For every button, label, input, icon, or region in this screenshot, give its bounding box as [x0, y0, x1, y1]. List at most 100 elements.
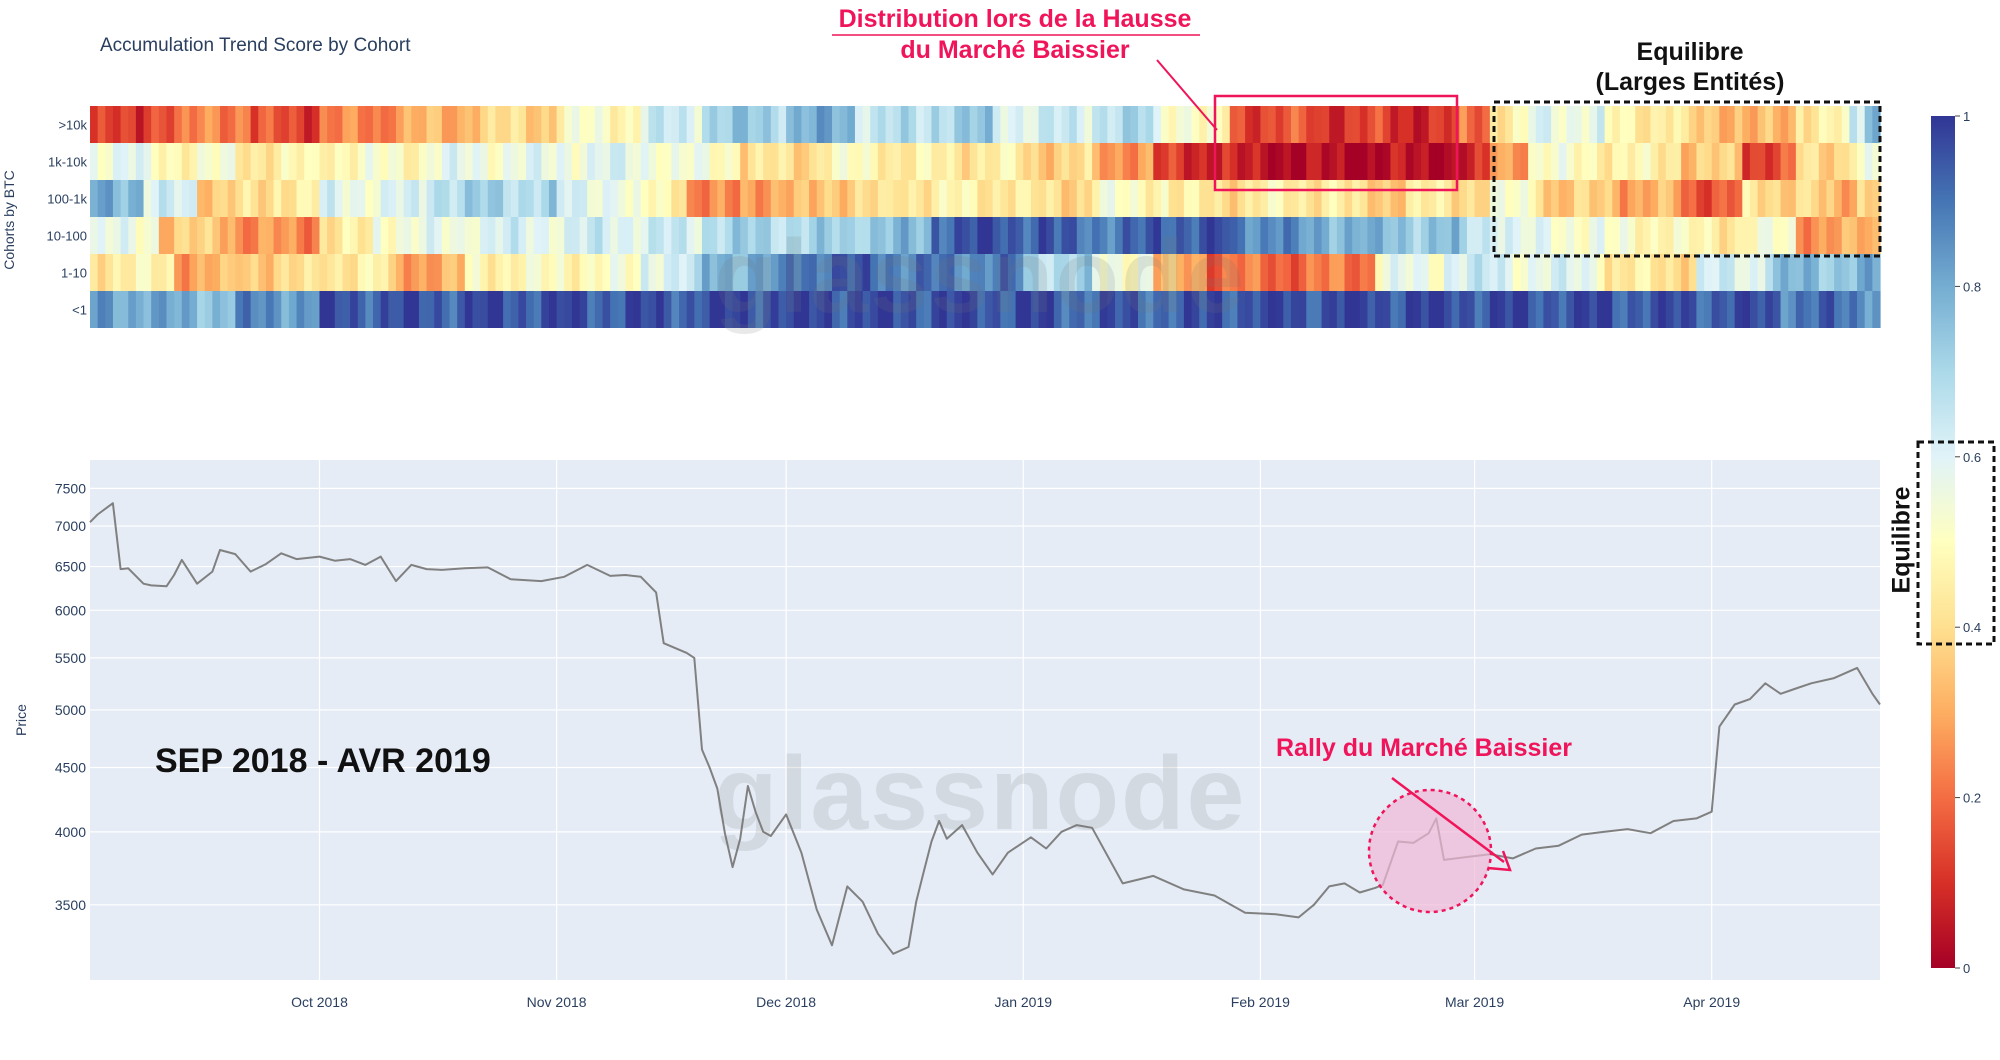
heatmap-cell	[518, 180, 527, 217]
heatmap-cell	[816, 106, 825, 143]
heatmap-cell	[265, 180, 275, 217]
heatmap-cell	[1574, 217, 1583, 254]
heatmap-cell	[235, 106, 244, 143]
heatmap-cell	[1099, 254, 1108, 291]
heatmap-cell	[357, 180, 366, 217]
heatmap-cell	[1115, 254, 1124, 291]
heatmap-cell	[962, 217, 971, 254]
heatmap-cell	[908, 106, 917, 143]
heatmap-cell	[1665, 217, 1675, 254]
heatmap-cell	[1382, 106, 1392, 143]
heatmap-cell	[1497, 180, 1506, 217]
heatmap-cell	[1237, 106, 1246, 143]
heatmap-cell	[235, 180, 244, 217]
price-y-ticks: 3500 4000 4500 5000 5500 6000 6500 7000 7500	[55, 480, 86, 912]
heatmap-cell	[411, 254, 420, 291]
heatmap-cell	[242, 180, 252, 217]
heatmap-row-label: 1-10	[61, 266, 87, 281]
heatmap-cell	[1398, 217, 1407, 254]
heatmap-cell	[564, 143, 573, 180]
heatmap-cell	[1619, 254, 1629, 291]
heatmap-cell	[1007, 217, 1017, 254]
heatmap-cell	[633, 106, 642, 143]
heatmap-cell	[1107, 291, 1116, 328]
heatmap-cell	[128, 291, 137, 328]
heatmap-cell	[1084, 254, 1093, 291]
heatmap-cell	[1092, 180, 1101, 217]
heatmap-cell	[1352, 291, 1361, 328]
heatmap-cell	[1673, 291, 1682, 328]
heatmap-cell	[571, 291, 581, 328]
heatmap-cell	[533, 106, 542, 143]
heatmap-cell	[1696, 180, 1705, 217]
heatmap-cell	[1107, 180, 1116, 217]
heatmap-cell	[1382, 180, 1392, 217]
heatmap-cell	[778, 254, 787, 291]
heatmap-cell	[1053, 143, 1063, 180]
heatmap-cell	[189, 143, 198, 180]
heatmap-cell	[1023, 217, 1032, 254]
heatmap-cell	[1359, 106, 1369, 143]
heatmap-cell	[472, 254, 481, 291]
heatmap-cell	[1130, 143, 1139, 180]
heatmap-cell	[610, 106, 619, 143]
heatmap-cell	[373, 217, 382, 254]
heatmap-cell	[380, 106, 389, 143]
heatmap-cell	[112, 106, 122, 143]
heatmap-cell	[1864, 254, 1873, 291]
heatmap-cell	[724, 180, 734, 217]
heatmap-cell	[1528, 106, 1537, 143]
heatmap-cell	[1650, 291, 1659, 328]
heatmap-cell	[548, 106, 558, 143]
heatmap-cell	[541, 254, 550, 291]
heatmap-cell	[411, 143, 420, 180]
heatmap-cell	[587, 106, 596, 143]
heatmap-cell	[1283, 143, 1292, 180]
heatmap-cell	[1329, 291, 1338, 328]
heatmap-cell	[847, 291, 856, 328]
heatmap-cell	[166, 254, 175, 291]
heatmap-cell	[1321, 180, 1330, 217]
heatmap-cell	[1421, 291, 1430, 328]
heatmap-cell	[1619, 180, 1629, 217]
heatmap-cell	[472, 217, 481, 254]
heatmap-cell	[1512, 180, 1522, 217]
heatmap-cell	[1367, 180, 1376, 217]
heatmap-cell	[1466, 217, 1476, 254]
heatmap-cell	[1413, 254, 1422, 291]
heatmap-cell	[679, 291, 688, 328]
heatmap-cell	[1352, 106, 1361, 143]
heatmap-cell	[426, 291, 435, 328]
heatmap-cell	[946, 291, 955, 328]
heatmap-cell	[1451, 106, 1460, 143]
heatmap-cell	[1176, 254, 1185, 291]
heatmap-row-label: <1	[72, 303, 87, 318]
heatmap-cell	[334, 143, 344, 180]
heatmap-cell	[1436, 291, 1445, 328]
heatmap-cell	[151, 291, 160, 328]
heatmap-cell	[1558, 217, 1567, 254]
heatmap-cell	[1757, 291, 1766, 328]
heatmap-cell	[877, 291, 887, 328]
heatmap-cell	[1061, 180, 1070, 217]
heatmap-cell	[90, 180, 99, 217]
heatmap-cell	[1581, 106, 1590, 143]
heatmap-cell	[120, 254, 129, 291]
heatmap-cell	[1642, 254, 1652, 291]
heatmap-cell	[457, 291, 466, 328]
heatmap-cell	[1650, 217, 1659, 254]
heatmap-cell	[166, 180, 175, 217]
equilibre-colorbar-box	[1916, 440, 1996, 646]
heatmap-cell	[1849, 217, 1858, 254]
heatmap-cell	[701, 143, 711, 180]
heatmap-cell	[1619, 143, 1629, 180]
heatmap-cell	[526, 291, 535, 328]
heatmap-cell	[548, 180, 558, 217]
heatmap-cell	[495, 143, 504, 180]
heatmap-cell	[449, 143, 458, 180]
heatmap-cell	[265, 217, 275, 254]
price-plot-area	[90, 460, 1880, 980]
heatmap-cell	[1451, 143, 1460, 180]
heatmap-cell	[862, 143, 871, 180]
heatmap-cell	[939, 180, 948, 217]
